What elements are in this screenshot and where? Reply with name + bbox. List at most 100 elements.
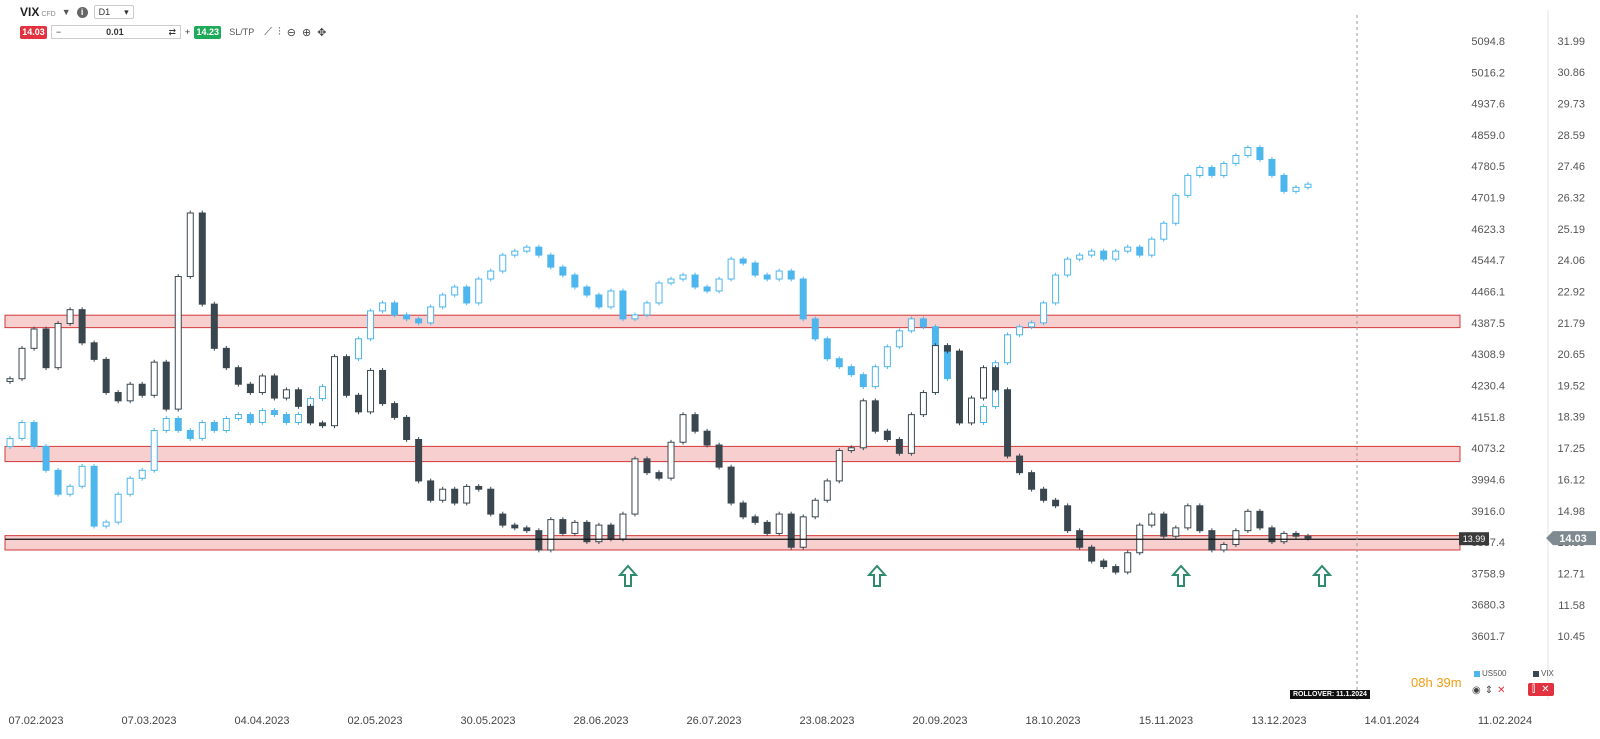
vix-candles-candle[interactable] <box>835 450 843 482</box>
us500-candles-candle[interactable] <box>30 421 38 447</box>
reorder-icon[interactable]: ⇕ <box>1484 685 1494 696</box>
us500-candles-candle[interactable] <box>1196 166 1204 176</box>
vix-candles-candle[interactable] <box>1088 546 1096 562</box>
vix-candles-candle[interactable] <box>210 303 218 349</box>
us500-candles-candle[interactable] <box>439 294 447 308</box>
us500-candles-candle[interactable] <box>559 266 567 276</box>
vix-candles-candle[interactable] <box>114 392 122 402</box>
symbol-name[interactable]: VIX CFD <box>20 5 56 19</box>
us500-candles-candle[interactable] <box>1112 250 1120 260</box>
vix-candles-candle[interactable] <box>1244 510 1252 532</box>
us500-candles-candle[interactable] <box>763 274 771 280</box>
us500-candles-candle[interactable] <box>66 485 74 495</box>
us500-candles-candle[interactable] <box>150 429 158 471</box>
vix-candles-candle[interactable] <box>727 466 735 504</box>
us500-candles-candle[interactable] <box>535 246 543 256</box>
candles-icon[interactable]: ⫿ <box>1532 684 1536 695</box>
visibility-icon[interactable]: ◉ <box>1472 685 1481 696</box>
vix-candles-candle[interactable] <box>415 438 423 482</box>
vix-candles-candle[interactable] <box>811 499 819 518</box>
vix-candles-candle[interactable] <box>631 458 639 515</box>
us500-candles-candle[interactable] <box>859 374 867 388</box>
indicators-icon[interactable]: ⫶ <box>277 25 281 38</box>
vix-candles-candle[interactable] <box>1268 527 1276 543</box>
us500-candles-candle[interactable] <box>427 306 435 324</box>
vix-candles-candle[interactable] <box>90 342 98 360</box>
vix-candles-candle[interactable] <box>1016 455 1024 474</box>
timeframe-select[interactable]: D1 ▾ <box>93 5 134 19</box>
vix-candles-candle[interactable] <box>427 480 435 501</box>
vix-candles-candle[interactable] <box>619 513 627 540</box>
vix-candles-candle[interactable] <box>78 309 86 344</box>
vix-candles-candle[interactable] <box>102 358 110 394</box>
vix-candles-candle[interactable] <box>980 367 987 399</box>
us500-candles-candle[interactable] <box>667 278 675 284</box>
vix-candles-candle[interactable] <box>523 527 531 532</box>
vix-candles-candle[interactable] <box>379 369 387 405</box>
vix-candles-candle[interactable] <box>955 350 963 424</box>
vix-candles-candle[interactable] <box>331 356 338 427</box>
us500-candles-candle[interactable] <box>78 465 86 487</box>
line-chart-icon[interactable]: ⟋ <box>264 25 272 38</box>
vix-candles-candle[interactable] <box>343 356 351 396</box>
vix-candles-candle[interactable] <box>198 212 206 305</box>
us500-candles-candle[interactable] <box>1064 258 1072 276</box>
vix-candles-candle[interactable] <box>1028 472 1036 490</box>
us500-candles-candle[interactable] <box>1184 174 1192 196</box>
us500-candles-candle[interactable] <box>463 286 471 304</box>
us500-candles-candle[interactable] <box>643 302 651 316</box>
vix-candles-candle[interactable] <box>883 430 891 440</box>
vix-candles-candle[interactable] <box>367 369 375 413</box>
vix-candles-candle[interactable] <box>1172 527 1180 537</box>
vix-candles-candle[interactable] <box>943 345 951 352</box>
vix-candles-candle[interactable] <box>655 472 663 479</box>
vix-candles-candle[interactable] <box>1100 560 1108 568</box>
legend-vix[interactable]: VIX <box>1533 669 1554 678</box>
us500-candles-candle[interactable] <box>210 421 218 431</box>
sr-zone-0[interactable] <box>4 314 1461 329</box>
us500-candles-candle[interactable] <box>1148 238 1156 256</box>
vix-candles-candle[interactable] <box>294 389 302 407</box>
sr-zone-2[interactable] <box>4 535 1461 551</box>
us500-candles-candle[interactable] <box>787 270 795 280</box>
vix-candles-candle[interactable] <box>463 485 471 504</box>
vix-candles-candle[interactable] <box>583 521 591 543</box>
vix-candles-candle[interactable] <box>403 416 411 440</box>
us500-candles-candle[interactable] <box>403 314 411 320</box>
us500-candles-candle[interactable] <box>619 290 627 320</box>
horizontal-line-tag[interactable] <box>1459 532 1489 546</box>
vix-candles-candle[interactable] <box>643 458 651 474</box>
us500-candles-candle[interactable] <box>1100 250 1108 260</box>
vix-candles-candle[interactable] <box>18 347 26 380</box>
vix-candles-candle[interactable] <box>126 383 134 402</box>
vix-candles-candle[interactable] <box>847 447 855 452</box>
us500-candles-candle[interactable] <box>1304 183 1312 188</box>
us500-candles-candle[interactable] <box>54 469 62 495</box>
vix-candles-candle[interactable] <box>907 414 915 454</box>
us500-candles-candle[interactable] <box>1256 147 1264 160</box>
us500-candles-candle[interactable] <box>1028 322 1036 328</box>
vix-candles-candle[interactable] <box>66 309 74 324</box>
us500-candles-candle[interactable] <box>691 274 699 288</box>
vix-candles-candle[interactable] <box>1292 532 1300 537</box>
us500-candles-candle[interactable] <box>222 418 230 431</box>
us500-candles-candle[interactable] <box>1172 194 1180 224</box>
remove-vix-icon[interactable]: ✕ <box>1541 684 1550 695</box>
us500-candles-candle[interactable] <box>715 278 723 292</box>
vix-candles-candle[interactable] <box>739 502 747 518</box>
quantity-stepper[interactable]: − 0.01 ⇄ <box>51 25 181 39</box>
us500-candles-candle[interactable] <box>487 270 495 280</box>
us500-candles-candle[interactable] <box>679 274 687 280</box>
us500-candles-candle[interactable] <box>739 258 747 264</box>
vix-candles-candle[interactable] <box>787 513 795 548</box>
us500-candles-candle[interactable] <box>895 330 903 348</box>
vix-candles-candle[interactable] <box>1004 389 1012 457</box>
crosshair-icon[interactable]: ✥ <box>317 26 327 39</box>
vix-candles-candle[interactable] <box>30 328 38 349</box>
vix-candles-candle[interactable] <box>222 347 230 369</box>
vix-candles-candle[interactable] <box>475 485 483 490</box>
quantity-field[interactable]: 0.01 <box>106 27 124 37</box>
vix-candles-candle[interactable] <box>1052 499 1060 507</box>
us500-candles-candle[interactable] <box>980 406 987 423</box>
us500-candles-candle[interactable] <box>1124 246 1132 252</box>
